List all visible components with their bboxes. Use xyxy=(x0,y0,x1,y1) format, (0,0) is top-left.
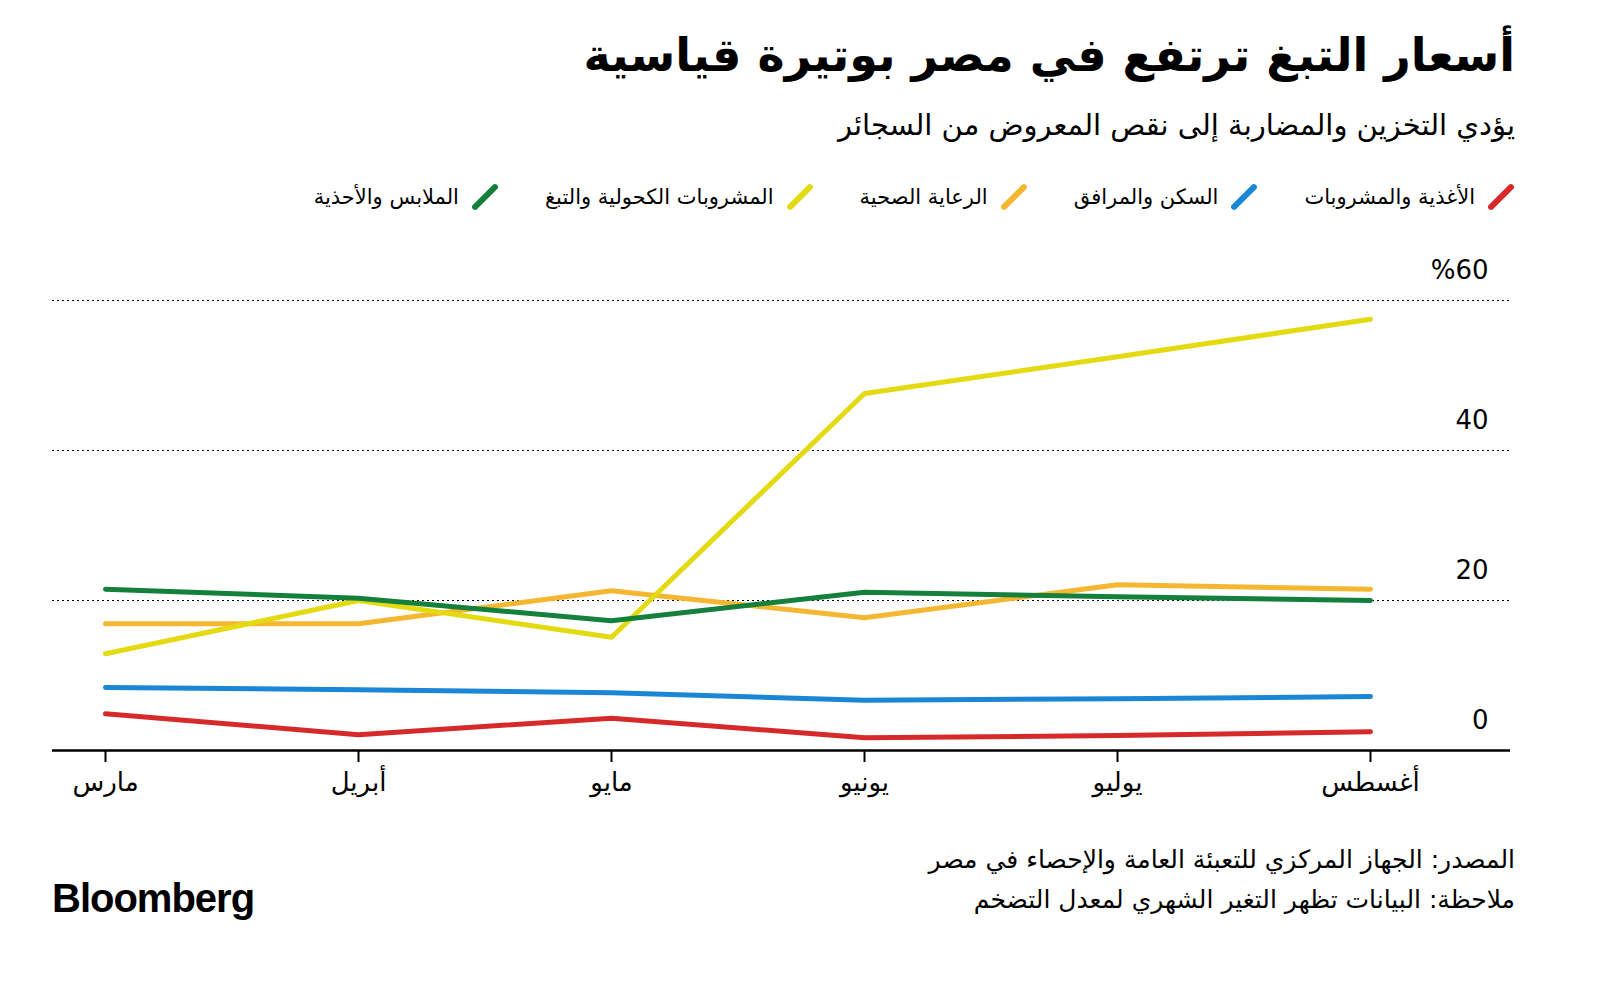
html-text:أسعار التبغ ترتفع في مصر بوتير: أسعار التبغ ترتفع في مصر بوتيرة قياسية xyxy=(583,28,1515,82)
svg-text:مايو: مايو xyxy=(588,767,633,798)
svg-text:أغسطس: أغسطس xyxy=(1321,764,1420,797)
svg-text:20: 20 xyxy=(1455,555,1488,585)
html-text:يؤدي التخزين والمضاربة إلى نقص: يؤدي التخزين والمضاربة إلى نقص المعروض م… xyxy=(838,108,1515,142)
html-text:المصدر: الجهاز المركزي للتعبئة: المصدر: الجهاز المركزي للتعبئة العامة وا… xyxy=(928,845,1515,874)
svg-text:0: 0 xyxy=(1472,705,1489,735)
svg-text:مارس: مارس xyxy=(72,767,138,797)
html-text:المشروبات الكحولية والتبغ: المشروبات الكحولية والتبغ xyxy=(544,185,774,209)
svg-text:يوليو: يوليو xyxy=(1091,767,1143,798)
html-text:Bloomberg: Bloomberg xyxy=(52,876,255,920)
html-text:الملابس والأحذية: الملابس والأحذية xyxy=(313,185,459,209)
html-text:السكن والمرافق: السكن والمرافق xyxy=(1073,185,1219,209)
html-text:الأغذية والمشروبات: الأغذية والمشروبات xyxy=(1304,185,1475,209)
html-text:ملاحظة: البيانات تظهر التغير ا: ملاحظة: البيانات تظهر التغير الشهري لمعد… xyxy=(973,885,1515,914)
svg-text:يونيو: يونيو xyxy=(838,767,889,798)
html-text:الرعاية الصحية: الرعاية الصحية xyxy=(859,185,988,209)
svg-text:أبريل: أبريل xyxy=(331,764,387,798)
svg-text:40: 40 xyxy=(1455,405,1488,435)
svg-text:%60: %60 xyxy=(1431,255,1489,285)
